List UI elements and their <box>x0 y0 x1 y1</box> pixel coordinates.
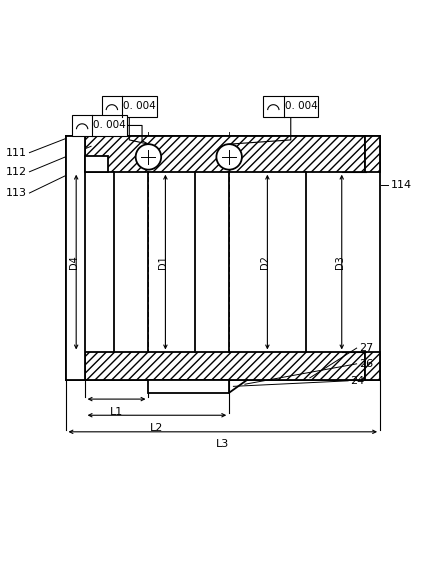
Text: 113: 113 <box>6 188 27 198</box>
Text: 0. 004: 0. 004 <box>123 101 156 111</box>
Text: D2: D2 <box>260 255 270 269</box>
Circle shape <box>136 144 161 170</box>
Text: 26: 26 <box>359 359 373 369</box>
Bar <box>148 380 229 393</box>
Bar <box>72 115 127 136</box>
Polygon shape <box>365 136 380 172</box>
Polygon shape <box>85 352 365 380</box>
Text: L2: L2 <box>150 423 164 433</box>
Bar <box>85 156 108 172</box>
Text: 114: 114 <box>391 179 412 190</box>
Text: L1: L1 <box>110 407 123 417</box>
Text: L3: L3 <box>216 439 230 449</box>
Bar <box>102 96 157 116</box>
Text: 0. 004: 0. 004 <box>93 120 126 131</box>
Text: D3: D3 <box>335 255 345 269</box>
Polygon shape <box>365 352 380 380</box>
Bar <box>263 96 318 116</box>
Text: D4: D4 <box>69 255 79 269</box>
Text: 27: 27 <box>359 343 373 353</box>
Polygon shape <box>66 136 85 380</box>
Text: 24: 24 <box>350 376 364 386</box>
Text: 111: 111 <box>6 148 27 158</box>
Text: D1: D1 <box>158 255 168 269</box>
Polygon shape <box>85 136 365 172</box>
Text: 0. 004: 0. 004 <box>285 101 317 111</box>
Circle shape <box>216 144 242 170</box>
Text: 112: 112 <box>6 167 27 177</box>
